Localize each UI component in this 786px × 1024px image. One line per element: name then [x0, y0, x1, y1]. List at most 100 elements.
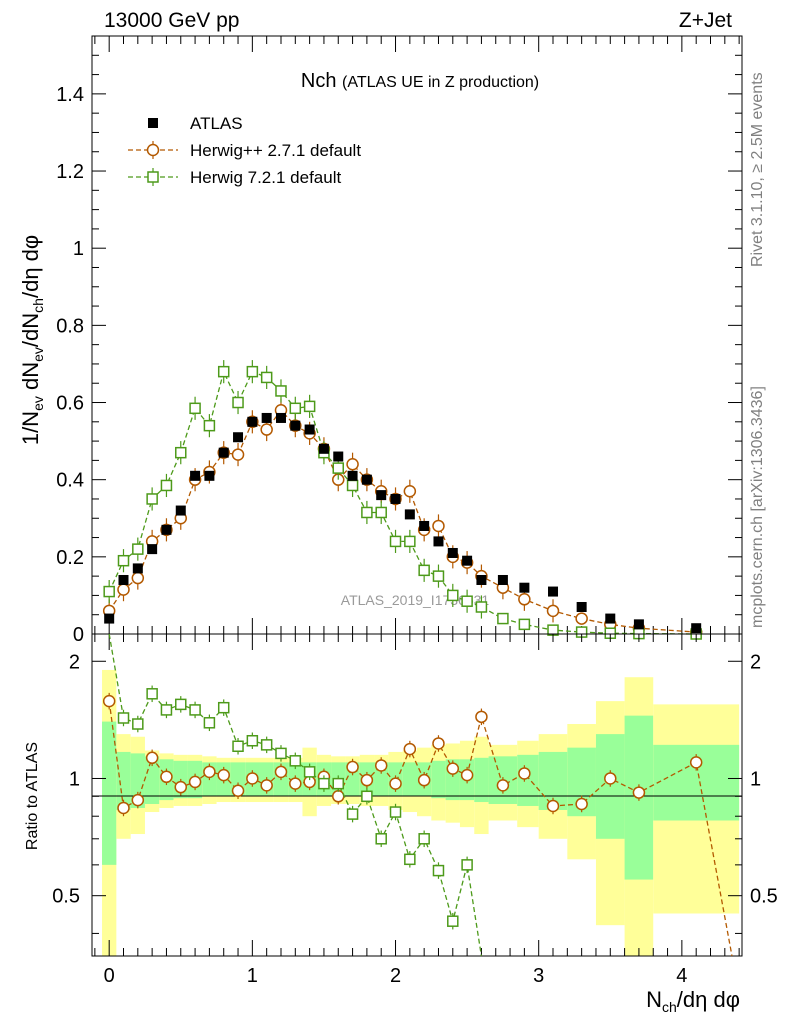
atlas-point [462, 555, 473, 566]
mc-point [518, 593, 531, 606]
mc-point [361, 506, 373, 519]
mc-point [217, 365, 230, 378]
ratio-ytick-label: 1 [69, 768, 80, 790]
ratio-point [332, 790, 345, 803]
ratio-point [217, 768, 230, 782]
mc-point [575, 612, 588, 625]
mc-point [131, 571, 145, 585]
mc-point [346, 479, 359, 492]
mc-point [117, 554, 130, 567]
ratio-point [232, 740, 244, 752]
mc-point [160, 479, 173, 492]
ratio-band-stat [102, 721, 117, 865]
ratio-point [404, 853, 416, 866]
atlas-point [548, 586, 559, 597]
ratio-point [102, 694, 116, 708]
ratio-point [117, 712, 130, 724]
mc-point [447, 589, 459, 602]
mc-point [175, 446, 187, 459]
xtick-label: 3 [533, 965, 544, 987]
atlas-point [576, 601, 587, 612]
ratio-point [132, 718, 144, 730]
ratio-point [260, 739, 273, 751]
ratio-point [496, 779, 510, 792]
ratio-point [318, 777, 330, 790]
xtick-label: 1 [247, 965, 258, 987]
atlas-point [347, 470, 358, 481]
atlas-point [132, 563, 143, 574]
main-ylabel: 1/Nev dNev/dNch/dη dφ [18, 235, 46, 445]
ratio-point [246, 734, 259, 747]
mc-point [461, 595, 473, 607]
legend-marker [148, 118, 158, 128]
ratio-point [289, 777, 302, 790]
ratio-ylabel: Ratio to ATLAS [24, 742, 41, 850]
atlas-point [161, 524, 172, 535]
atlas-point [633, 619, 644, 630]
ratio-point [360, 773, 374, 787]
ratio-ytick-label-right: 2 [750, 651, 761, 673]
ratio-point [518, 767, 531, 780]
ratio-point [275, 747, 287, 760]
mc-point [332, 462, 345, 474]
legend-label: Herwig++ 2.7.1 default [190, 141, 361, 160]
ratio-point [432, 864, 445, 877]
legend-marker [146, 143, 160, 157]
ratio-ytick-label: 2 [69, 651, 80, 673]
mc-point [232, 396, 244, 409]
ratio-point [160, 704, 173, 716]
ratio-point [460, 768, 474, 782]
series-line [108, 409, 697, 633]
ratio-point [217, 701, 230, 714]
atlas-point [404, 509, 415, 520]
atlas-point [318, 443, 329, 454]
ratio-band-stat [474, 757, 489, 803]
main-ytick-label: 0 [73, 624, 84, 646]
mc-point [260, 371, 273, 384]
ratio-point [188, 775, 202, 789]
ratio-point [131, 793, 145, 807]
series-line [108, 369, 697, 635]
atlas-point [497, 574, 508, 585]
xtick-label: 0 [104, 965, 115, 987]
ratio-band-stat [431, 760, 446, 799]
ratio-band-stat [116, 751, 131, 810]
ratio-point [246, 772, 259, 785]
atlas-point [476, 574, 487, 585]
mc-point [475, 601, 488, 613]
mc-point [303, 400, 316, 413]
ratio-ytick-label-right: 0.5 [750, 886, 778, 908]
legend-marker [147, 171, 159, 183]
atlas-point [433, 536, 444, 547]
xtick-label: 2 [390, 965, 401, 987]
ratio-band-stat [402, 762, 417, 797]
ratio-point [374, 759, 388, 772]
ratio-point [274, 765, 288, 779]
atlas-point [691, 623, 702, 634]
main-ytick-label: 1.4 [56, 84, 84, 106]
xtick-label: 4 [676, 965, 687, 987]
atlas-point [390, 493, 401, 504]
atlas-point [605, 613, 616, 624]
atlas-point [376, 490, 387, 501]
legend-label: ATLAS [190, 114, 243, 133]
mc-point [403, 485, 417, 498]
atlas-point [361, 474, 372, 485]
atlas-point [147, 544, 158, 555]
atlas-point [233, 432, 244, 443]
mc-point [146, 493, 158, 505]
ratio-point [403, 742, 417, 756]
ratio-point [689, 756, 703, 769]
atlas-point [447, 547, 458, 558]
atlas-point [104, 613, 115, 624]
atlas-point [261, 412, 272, 423]
rivet-label: Rivet 3.1.10, ≥ 2.5M events [749, 72, 766, 267]
header-right: Z+Jet [679, 9, 732, 32]
ratio-point [346, 760, 359, 774]
header-left: 13000 GeV pp [104, 9, 239, 32]
ratio-point [189, 704, 201, 716]
ratio-point [160, 770, 173, 784]
ratio-point [447, 915, 459, 927]
atlas-point [519, 582, 530, 593]
